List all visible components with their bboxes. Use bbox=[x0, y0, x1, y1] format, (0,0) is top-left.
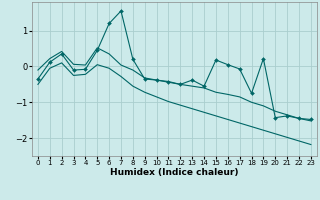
X-axis label: Humidex (Indice chaleur): Humidex (Indice chaleur) bbox=[110, 168, 239, 177]
